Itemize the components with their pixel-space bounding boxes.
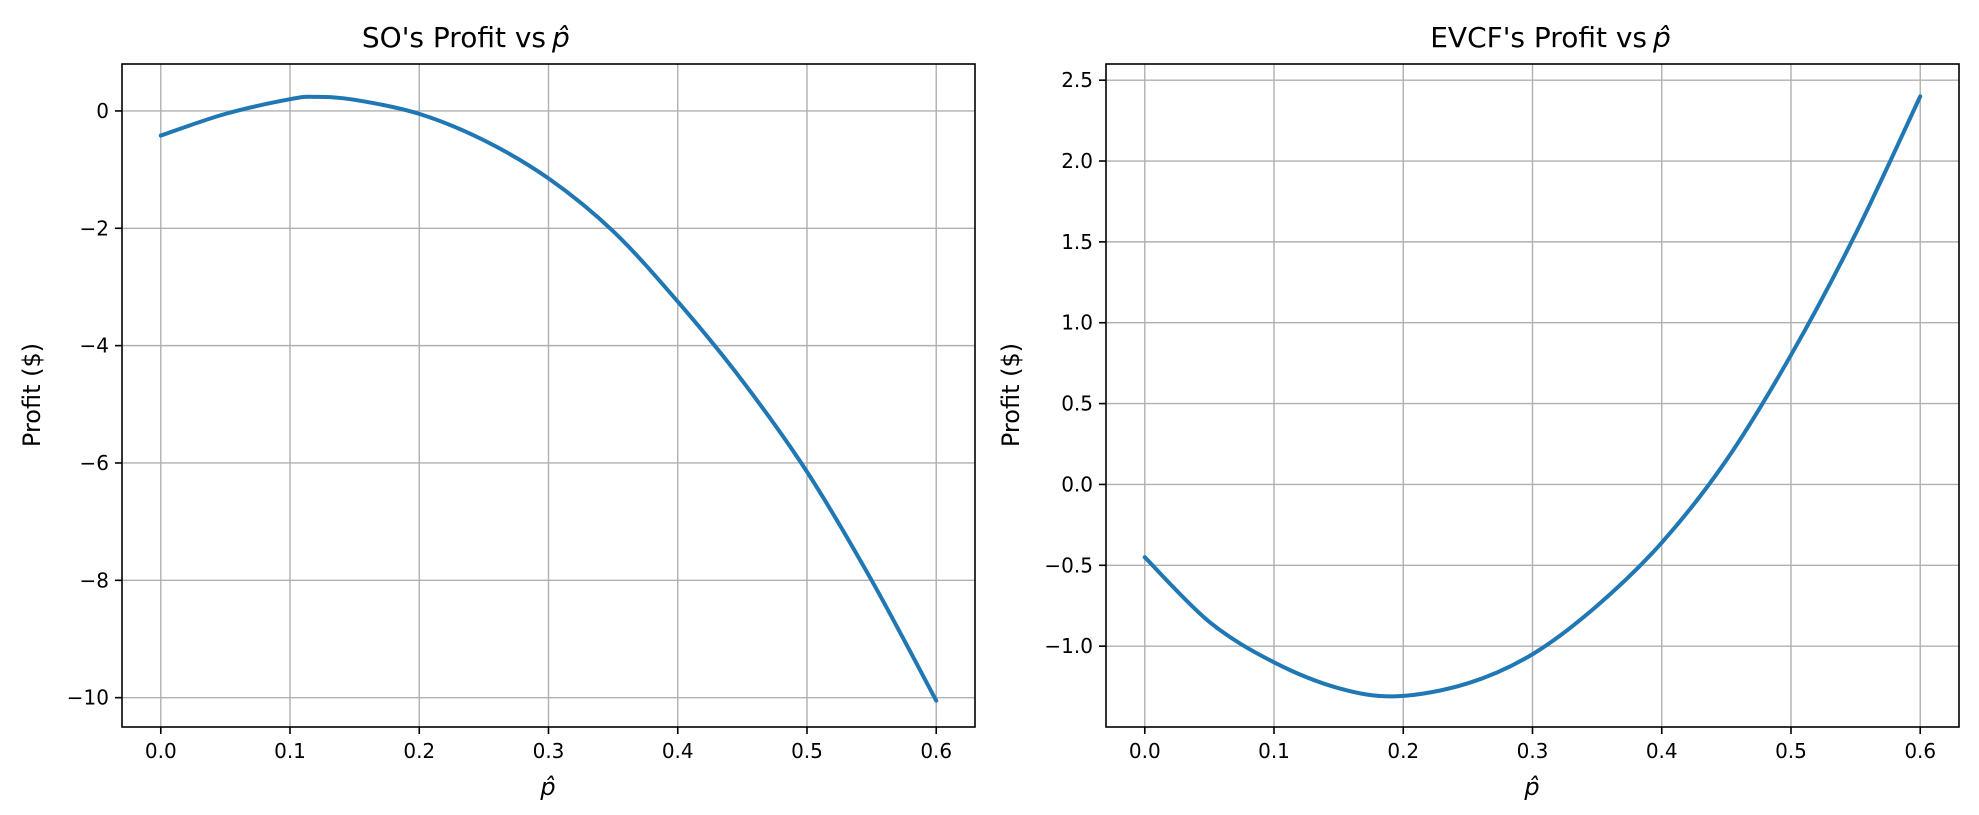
y-tick-label: −1.0 <box>1044 634 1093 658</box>
x-tick-label: 0.2 <box>1387 739 1419 763</box>
x-tick-label: 0.0 <box>1129 739 1161 763</box>
x-tick-label: 0.5 <box>1775 739 1807 763</box>
ticks: 0.0 0.1 0.2 0.3 0.4 0.5 0.6 0 −2 −4 −6 −8 −10 <box>67 99 952 763</box>
so-profit-chart: SO's Profit vs p̂ 0.0 0.1 0.2 0.3 0.4 0.5 0.60… <box>18 21 976 801</box>
y-tick-label: 2.0 <box>1061 149 1093 173</box>
series-layer <box>158 94 939 703</box>
chart-title-symbol: p̂ <box>551 21 570 54</box>
y-tick-label: 0 <box>96 99 109 123</box>
profit-series-line <box>158 94 939 703</box>
x-tick-label: 0.0 <box>145 739 177 763</box>
y-axis-label: Profit ($) <box>997 343 1025 447</box>
y-tick-label: 1.0 <box>1061 311 1093 335</box>
x-axis-label: p̂ <box>1523 773 1539 801</box>
x-tick-label: 0.3 <box>533 739 565 763</box>
grid <box>122 64 975 727</box>
grid <box>1106 64 1959 727</box>
x-tick-label: 0.6 <box>920 739 952 763</box>
x-tick-label: 0.1 <box>274 739 306 763</box>
y-tick-label: −0.5 <box>1044 553 1093 577</box>
y-tick-label: −6 <box>80 451 109 475</box>
x-tick-label: 0.2 <box>403 739 435 763</box>
x-tick-label: 0.3 <box>1517 739 1549 763</box>
y-tick-label: 2.5 <box>1061 68 1093 92</box>
evcf-profit-chart: EVCF's Profit vs p̂ 0.0 0.1 0.2 0.3 0.4 0.5 0.… <box>997 21 1960 801</box>
y-tick-label: 0.0 <box>1061 472 1093 496</box>
y-tick-label: 0.5 <box>1061 392 1093 416</box>
chart-title: EVCF's Profit vs <box>1430 21 1647 54</box>
x-tick-label: 0.4 <box>662 739 694 763</box>
y-tick-label: −8 <box>80 568 109 592</box>
x-tick-label: 0.1 <box>1258 739 1290 763</box>
y-axis-label: Profit ($) <box>18 343 46 447</box>
y-tick-label: 1.5 <box>1061 230 1093 254</box>
y-tick-label: −2 <box>80 216 109 240</box>
series-layer <box>1142 94 1923 699</box>
profit-series-line <box>1142 94 1923 699</box>
x-tick-label: 0.4 <box>1646 739 1678 763</box>
x-tick-label: 0.5 <box>791 739 823 763</box>
ticks: 0.0 0.1 0.2 0.3 0.4 0.5 0.6 2.5 2.0 1.5 1.0 0.5 0.0 −… <box>1044 68 1936 763</box>
x-axis-label: p̂ <box>539 773 555 801</box>
chart-title-symbol: p̂ <box>1652 21 1671 54</box>
chart-title: SO's Profit vs <box>362 21 546 54</box>
x-tick-label: 0.6 <box>1904 739 1936 763</box>
y-tick-label: −10 <box>67 686 109 710</box>
y-tick-label: −4 <box>80 334 109 358</box>
